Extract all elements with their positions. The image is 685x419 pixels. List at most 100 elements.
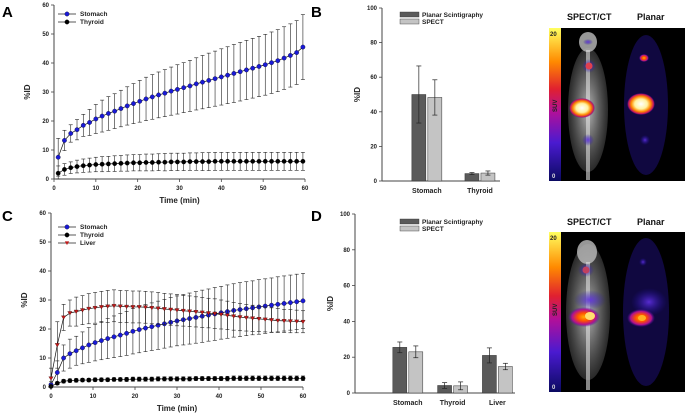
legend-marker	[64, 19, 70, 25]
data-point	[281, 375, 287, 381]
x-tick-label: 60	[300, 394, 307, 400]
data-point	[74, 164, 80, 169]
data-point	[256, 158, 262, 164]
legend-label: SPECT	[422, 19, 444, 26]
data-point	[67, 378, 73, 383]
data-point	[231, 158, 237, 164]
data-point	[237, 375, 243, 381]
legend-swatch	[399, 18, 420, 25]
data-point	[262, 375, 268, 381]
data-point	[225, 158, 230, 164]
legend-label: Stomach	[80, 224, 107, 231]
data-point	[275, 318, 281, 323]
data-point	[193, 159, 199, 164]
data-point	[212, 76, 218, 82]
y-tick-label: 60	[343, 284, 350, 290]
data-point	[294, 299, 300, 305]
data-point	[117, 377, 123, 382]
data-point	[206, 376, 211, 381]
data-point	[143, 160, 149, 165]
data-point	[288, 300, 293, 305]
y-tick-label: 30	[42, 90, 49, 96]
y-tick-label: 80	[370, 41, 377, 47]
data-point	[54, 380, 60, 386]
data-point	[111, 334, 117, 340]
data-point	[149, 376, 155, 382]
data-point	[118, 106, 124, 111]
colorbar-max: 20	[550, 32, 557, 38]
y-tick-label: 40	[42, 61, 49, 67]
data-point	[256, 375, 262, 381]
data-point	[149, 160, 155, 165]
data-point	[48, 376, 54, 381]
y-tick-label: 60	[42, 3, 49, 9]
series-liver	[48, 289, 306, 388]
data-point	[111, 377, 117, 382]
colorbar-label: SUV	[553, 100, 559, 112]
y-tick-label: 40	[343, 319, 350, 325]
data-point	[93, 116, 99, 122]
data-point	[244, 158, 249, 164]
legend-label: Liver	[80, 240, 96, 247]
data-point	[243, 315, 249, 320]
data-point	[180, 376, 186, 382]
data-point	[199, 376, 205, 381]
data-point	[212, 376, 218, 381]
data-point	[111, 304, 117, 309]
category-label: Thyroid	[440, 400, 466, 407]
spect-ct-title: SPECT/CT	[567, 217, 612, 227]
y-tick-label: 10	[42, 148, 49, 154]
data-point	[262, 317, 268, 322]
data-point	[218, 158, 224, 164]
data-point	[55, 154, 61, 160]
spect-ct-image	[568, 32, 608, 180]
data-point	[237, 158, 243, 164]
data-point	[55, 170, 61, 176]
data-point	[262, 158, 268, 164]
chart-b: 0 20 40 60 80 100 %ID Stomach Thyroid Planar Scin…	[353, 6, 500, 195]
data-point	[156, 92, 161, 98]
data-point	[130, 376, 136, 382]
data-point	[300, 44, 306, 50]
data-point	[294, 319, 300, 324]
data-point	[112, 161, 118, 166]
y-tick-label: 80	[343, 248, 350, 254]
data-point	[106, 161, 111, 167]
legend-swatch	[399, 225, 420, 232]
x-tick-label: 30	[176, 186, 183, 192]
x-tick-label: 50	[258, 394, 265, 400]
x-tick-label: 0	[49, 394, 53, 400]
data-point	[124, 160, 130, 166]
image-panel-top: SPECT/CT Planar 20 0 SUV	[549, 12, 685, 181]
data-point	[62, 138, 67, 143]
data-point	[206, 159, 212, 164]
colorbar-min: 0	[552, 385, 556, 391]
data-point	[281, 158, 287, 164]
y-tick-label: 20	[39, 327, 46, 333]
y-axis-label: %ID	[23, 84, 32, 99]
data-point	[62, 167, 67, 172]
x-axis-label: Time (min)	[157, 404, 198, 413]
legend-swatch	[399, 218, 420, 225]
y-axis-label: %ID	[326, 296, 335, 311]
y-tick-label: 0	[374, 179, 378, 185]
data-point	[269, 158, 274, 164]
series-thyroid	[55, 152, 306, 180]
data-point	[275, 301, 281, 307]
y-tick-label: 20	[343, 355, 350, 361]
y-tick-label: 100	[340, 212, 351, 218]
data-point	[130, 305, 136, 310]
data-point	[281, 319, 287, 324]
x-tick-label: 20	[132, 394, 139, 400]
data-point	[162, 159, 168, 165]
data-point	[275, 375, 281, 381]
data-point	[225, 376, 230, 381]
x-tick-label: 10	[92, 186, 99, 192]
y-tick-label: 20	[370, 144, 377, 150]
data-point	[287, 319, 293, 324]
data-point	[162, 90, 168, 96]
data-point	[99, 161, 105, 167]
data-point	[67, 311, 73, 316]
category-label: Thyroid	[467, 188, 493, 195]
data-point	[288, 53, 293, 58]
